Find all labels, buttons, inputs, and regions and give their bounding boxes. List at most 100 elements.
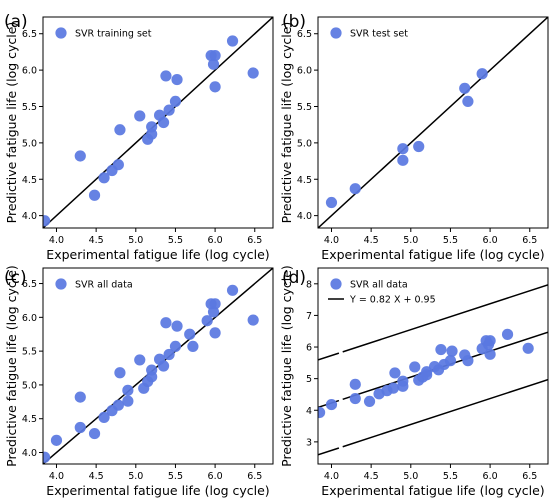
data-point — [325, 196, 338, 209]
data-point — [484, 348, 496, 360]
x-tick-label: 6.0 — [483, 471, 498, 482]
data-point — [122, 384, 134, 396]
data-point — [201, 315, 213, 327]
x-tick-label: 6.0 — [208, 235, 223, 246]
y-tick-label: 5.5 — [22, 102, 37, 113]
data-point — [247, 314, 259, 326]
data-point — [349, 378, 361, 390]
data-point — [444, 355, 457, 367]
legend-marker — [55, 278, 67, 290]
data-point — [114, 124, 126, 136]
data-point — [50, 434, 63, 446]
bound-line-2 — [318, 378, 548, 456]
bound-line-1 — [318, 284, 548, 361]
chart-panel-d: (d) 4.0 4.5 5.0 5.5 6.0 6.5 3 4 5 6 7 8 Experimental … — [279, 265, 549, 498]
data-point — [98, 172, 110, 184]
y-tick-label: 8 — [306, 279, 312, 290]
data-point — [363, 395, 376, 408]
x-axis-label: Experimental fatigue life (log cycle) — [46, 247, 269, 262]
data-point — [349, 183, 361, 195]
y-tick-label: 6 — [306, 343, 312, 354]
y-axis-label: Predictive fatigue life (log cycle) — [279, 265, 294, 467]
x-axis-label: Experimental fatigue life (log cycle) — [321, 247, 544, 262]
x-tick-label: 6.5 — [247, 471, 262, 482]
x-tick-label: 5.5 — [168, 235, 183, 246]
legend-marker — [330, 27, 342, 39]
data-point — [397, 154, 409, 166]
data-point — [88, 189, 101, 201]
legend: SVR all data — [55, 278, 133, 291]
y-axis-label: Predictive fatigue life (log cycle) — [4, 22, 19, 224]
plot-frame — [42, 16, 274, 229]
data-point — [184, 328, 196, 340]
data-point — [122, 395, 134, 407]
y-tick-label: 6.5 — [297, 29, 312, 40]
legend-label: SVR all data — [350, 280, 408, 291]
data-point — [146, 121, 158, 133]
data-point — [74, 391, 86, 403]
data-point — [389, 367, 401, 379]
x-tick-label: 4.5 — [89, 471, 104, 482]
data-point — [522, 342, 534, 354]
data-point — [88, 427, 101, 440]
y-tick-label: 3 — [306, 437, 312, 448]
y-tick-label: 5.5 — [22, 347, 37, 358]
legend-marker — [55, 27, 67, 39]
x-tick-label: 5.0 — [403, 471, 418, 482]
data-points — [43, 35, 259, 227]
x-tick-label: 5.5 — [443, 235, 458, 246]
data-point — [325, 398, 338, 411]
data-point — [160, 70, 172, 82]
x-tick-label: 6.5 — [522, 471, 537, 482]
data-point — [209, 327, 221, 339]
x-tick-label: 6.0 — [483, 235, 498, 246]
y-tick-label: 4.5 — [22, 175, 37, 186]
x-tick-label: 5.0 — [128, 235, 143, 246]
x-tick-label: 4.0 — [324, 235, 339, 246]
x-tick-label: 4.5 — [364, 471, 379, 482]
data-point — [160, 317, 172, 329]
data-point — [163, 104, 175, 116]
data-point — [43, 451, 51, 463]
data-point — [226, 35, 239, 47]
data-point — [209, 81, 221, 93]
legend-label: SVR training set — [75, 29, 152, 40]
data-point — [187, 340, 199, 352]
legend: SVR training set — [55, 27, 152, 40]
chart-panel-c: (c)4.0 4.5 5.0 5.5 6.0 6.54.04.55.05.56.06.5E… — [4, 265, 274, 498]
data-point — [435, 343, 447, 356]
y-tick-label: 4 — [306, 406, 312, 417]
plot-frame — [42, 267, 274, 465]
x-tick-label: 4.5 — [89, 235, 104, 246]
panel-label: (b) — [282, 12, 306, 32]
data-point — [397, 380, 409, 392]
data-point — [157, 360, 170, 372]
data-point — [98, 411, 110, 423]
data-points — [43, 284, 259, 463]
data-point — [397, 143, 409, 155]
x-tick-label: 5.5 — [443, 471, 458, 482]
y-tick-label: 6.0 — [22, 66, 37, 77]
panel-label: (d) — [282, 268, 306, 288]
x-tick-label: 5.5 — [168, 471, 183, 482]
x-axis-label: Experimental fatigue life (log cycle) — [321, 483, 544, 498]
data-point — [134, 354, 146, 366]
y-tick-label: 6.0 — [297, 66, 312, 77]
y-tick-label: 4.5 — [22, 414, 37, 425]
data-point — [247, 67, 259, 79]
line-group — [318, 17, 548, 228]
data-points — [325, 68, 488, 209]
reference-line — [318, 17, 548, 228]
legend: SVR all data Y = 0.82 X + 0.95 — [328, 278, 436, 306]
data-point — [387, 382, 399, 394]
data-point — [163, 348, 175, 361]
data-point — [484, 335, 496, 347]
x-tick-label: 6.0 — [208, 471, 223, 482]
data-point — [146, 364, 158, 376]
x-tick-label: 6.5 — [247, 235, 262, 246]
x-tick-label: 4.0 — [49, 235, 64, 246]
plot-frame — [317, 16, 549, 229]
data-point — [409, 361, 421, 373]
data-point — [207, 58, 220, 70]
